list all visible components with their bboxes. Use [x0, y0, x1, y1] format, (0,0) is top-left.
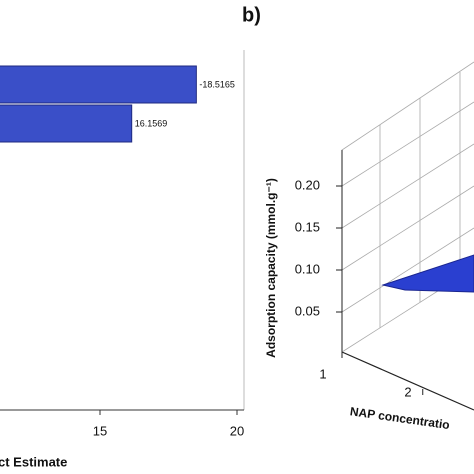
bar	[0, 104, 133, 143]
value-label: -18.5165	[199, 79, 235, 89]
x-axis-label: ct Estimate	[0, 454, 67, 469]
z-tick-label: 0.05	[295, 303, 320, 318]
panel-label: b)	[242, 4, 261, 26]
surface	[381, 254, 474, 293]
wireframe	[341, 61, 474, 411]
x-axis-label: NAP concentratio	[349, 404, 450, 432]
value-label: 16.1569	[135, 118, 168, 128]
z-tick-label: 0.20	[295, 177, 320, 192]
z-tick-label: 0.10	[295, 261, 320, 276]
z-axis-label: Adsorption capacity (mmol.g⁻¹)	[264, 178, 278, 358]
x-tick-label: 2	[404, 384, 411, 399]
z-tick-label: 0.15	[295, 219, 320, 234]
bar	[0, 65, 197, 104]
x-tick-label: 1	[319, 366, 326, 381]
x-tick-label: 15	[93, 423, 107, 438]
x-tick-label: 20	[230, 423, 244, 438]
